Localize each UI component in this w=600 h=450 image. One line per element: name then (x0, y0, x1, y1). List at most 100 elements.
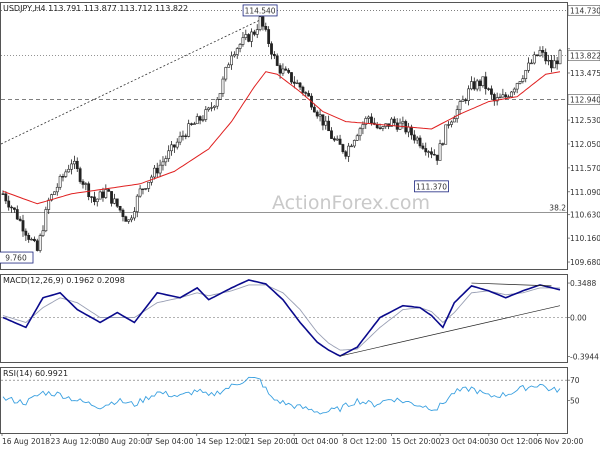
x-tick-label: 1 Oct 04:00 (294, 437, 338, 446)
candle (464, 99, 468, 102)
level-label-box (567, 5, 600, 16)
candle (341, 144, 345, 153)
candle (378, 127, 382, 129)
candle (224, 67, 228, 80)
candle (267, 29, 271, 44)
candle (201, 119, 205, 121)
candle (41, 230, 45, 236)
x-tick-label: 8 Oct 12:00 (343, 437, 387, 446)
candle (435, 154, 439, 161)
candle (107, 189, 111, 192)
candle (195, 116, 199, 125)
candle (550, 59, 553, 69)
candle (484, 76, 488, 90)
macd-y-tick-label: -0.3944 (570, 352, 599, 361)
candle (70, 163, 73, 170)
candle (184, 135, 188, 137)
candle (121, 209, 125, 217)
price-panel-title: USDJPY,H4 113.791 113.877 113.712 113.82… (3, 4, 188, 13)
candle (204, 109, 208, 120)
candle (475, 80, 479, 90)
candle (375, 124, 379, 129)
candle (532, 54, 536, 64)
candle (424, 148, 428, 153)
candle (510, 91, 513, 98)
candle (321, 114, 325, 126)
candle (130, 217, 133, 221)
candle (221, 78, 225, 94)
candle (527, 62, 530, 71)
candle (4, 193, 8, 202)
candle (47, 199, 51, 210)
candle (270, 43, 273, 55)
candle (264, 26, 268, 30)
x-tick-label: 14 Sep 12:00 (197, 437, 247, 446)
candle (467, 88, 470, 102)
candle (152, 167, 156, 178)
candle (124, 216, 128, 222)
rsi-y-tick-label: 50 (570, 397, 580, 406)
candle (292, 81, 296, 84)
candle (444, 124, 448, 145)
candle (355, 135, 359, 141)
candle (232, 54, 236, 57)
candle (390, 118, 393, 127)
price-annotation-box (414, 180, 449, 193)
candle (415, 137, 419, 141)
candle (438, 143, 442, 161)
x-tick-label: 16 Aug 2018 (2, 437, 50, 446)
candle (258, 16, 262, 30)
candle (327, 120, 331, 132)
candle (187, 123, 191, 137)
candle (15, 209, 19, 220)
candle (312, 106, 316, 113)
candle (261, 16, 265, 27)
candle (481, 76, 485, 86)
candle (241, 37, 245, 45)
candle (175, 141, 179, 148)
price-y-tick-label: 114.730 (570, 6, 600, 15)
candle (18, 218, 22, 221)
macd-signal-line (2, 284, 560, 351)
candle (524, 70, 528, 79)
candle (490, 88, 493, 95)
candle (172, 144, 176, 148)
level-label-box (567, 94, 600, 105)
candle (521, 78, 525, 82)
candle (452, 118, 456, 123)
candle (235, 48, 239, 55)
candle (278, 65, 282, 74)
candle (53, 191, 56, 195)
candle (38, 235, 42, 251)
candle (84, 183, 88, 185)
candle (238, 44, 242, 49)
candle (167, 150, 171, 159)
candle (512, 88, 516, 93)
candle (418, 137, 422, 147)
candle (27, 234, 31, 240)
watermark: ActionForex.com (272, 192, 430, 214)
candle (207, 107, 211, 110)
candle (332, 138, 336, 141)
candle (447, 124, 451, 126)
candle (198, 116, 202, 121)
candle (190, 123, 193, 125)
price-y-tick-label: 112.050 (570, 140, 600, 149)
current-price-label: 113.822 (570, 52, 600, 61)
candle (135, 195, 139, 212)
candle (284, 68, 288, 71)
fib-level-label: 38.2 (549, 204, 566, 213)
candle (212, 105, 216, 108)
candle (215, 99, 219, 107)
candle (407, 126, 411, 133)
candle (104, 189, 108, 198)
candle (35, 240, 39, 251)
candle (544, 52, 548, 62)
candle (93, 196, 96, 203)
macd-y-tick-label: 0.3488 (570, 279, 596, 288)
candle (495, 97, 499, 102)
candle (287, 69, 291, 73)
candle (227, 64, 231, 68)
x-tick-label: 30 Aug 20:00 (99, 437, 150, 446)
candle (290, 72, 293, 83)
